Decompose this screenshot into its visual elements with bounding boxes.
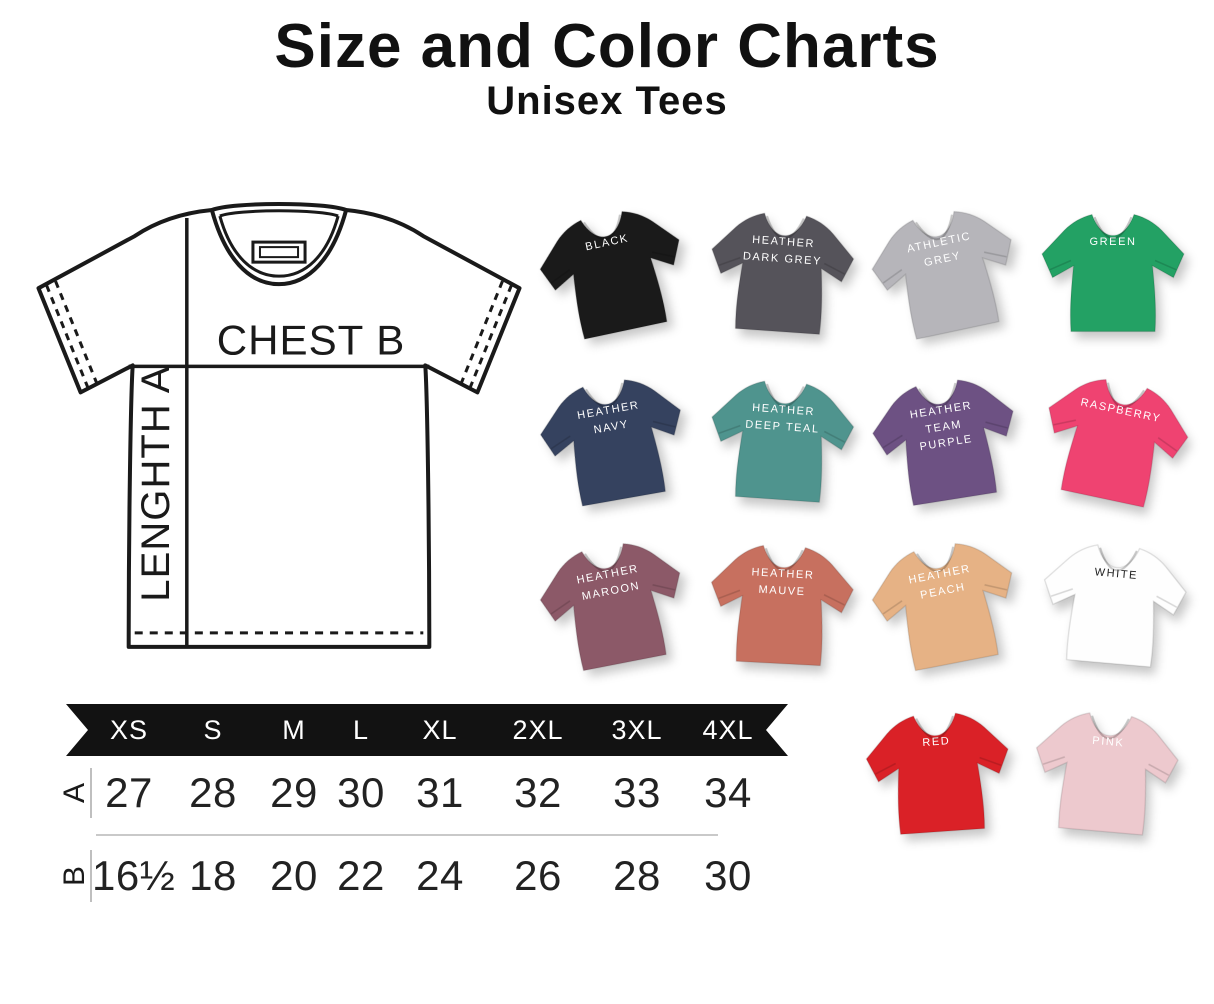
size-header: XL	[422, 714, 458, 745]
size-value: 24	[416, 852, 464, 899]
tshirt-icon	[1031, 368, 1198, 515]
shirt-color-grid: BLACK HEATHER DARK GREY ATHLETIC GREY GR…	[530, 192, 1204, 902]
shirt-swatch-raspberry: RASPBERRY	[1030, 360, 1198, 524]
row-label-b: B	[58, 846, 92, 906]
shirt-color-label: HEATHER DARK GREY	[742, 233, 823, 268]
size-header: S	[203, 714, 223, 745]
row-b-values: 16½ 18 20 22 24 26 28 30	[92, 846, 788, 906]
tshirt-icon	[530, 200, 697, 347]
row-label-text: A	[57, 782, 91, 804]
neck-tag-inner	[258, 246, 300, 259]
shirt-swatch-heather-dark-grey: HEATHER DARK GREY	[698, 192, 864, 360]
shirt-color-label: GREEN	[1089, 236, 1137, 248]
shirt-swatch-heather-peach: HEATHER PEACH	[863, 524, 1030, 692]
size-header: L	[352, 714, 370, 745]
size-value: 34	[704, 769, 752, 816]
table-row-b: B 16½ 18 20 22 24 26 28 30	[58, 846, 788, 906]
shirt-swatch-black: BLACK	[530, 192, 698, 360]
tshirt-icon	[1028, 707, 1183, 839]
tshirt-icon	[1036, 539, 1191, 671]
page-title: Size and Color Charts	[274, 12, 940, 81]
table-row-a: A 27 28 29 30 31 32 33 34	[58, 764, 788, 822]
row-label-a: A	[58, 764, 92, 822]
size-value: 26	[514, 852, 562, 899]
tshirt-icon	[862, 708, 1015, 838]
shirt-swatch-heather-navy: HEATHER NAVY	[532, 360, 698, 524]
chest-label: CHEST B	[217, 316, 406, 363]
size-header: M	[282, 714, 306, 745]
right-cuff-seam-2	[458, 280, 504, 386]
tshirt-icon	[863, 533, 1028, 678]
shirt-swatch-green: GREEN	[1030, 192, 1196, 360]
tshirt-measurement-diagram: CHEST B LENGHTH A	[36, 202, 522, 649]
shirt-color-label: HEATHER DEEP TEAL	[744, 401, 821, 436]
tshirt-icon	[705, 208, 858, 338]
row-divider	[96, 834, 718, 836]
size-header: 2XL	[512, 714, 564, 745]
size-header-row: XS S M L XL 2XL 3XL 4XL	[92, 704, 788, 756]
tshirt-icon	[532, 370, 695, 513]
size-value: 31	[416, 769, 464, 816]
size-value: 32	[514, 769, 562, 816]
tshirt-icon	[705, 376, 858, 506]
size-value: 20	[270, 852, 318, 899]
tshirt-icon	[862, 200, 1029, 347]
shirt-swatch-heather-deep-teal: HEATHER DEEP TEAL	[698, 360, 864, 524]
page-subtitle: Unisex Tees	[486, 79, 728, 124]
length-label: LENGHTH A	[134, 365, 178, 601]
size-value: 28	[189, 769, 237, 816]
size-value: 29	[270, 769, 318, 816]
title-block: Size and Color Charts Unisex Tees	[0, 14, 1214, 124]
size-header: 4XL	[702, 714, 754, 745]
size-value: 22	[337, 852, 385, 899]
shirt-swatch-heather-mauve: HEATHER MAUVE	[698, 524, 864, 692]
shirt-swatch-red: RED	[848, 692, 1030, 878]
size-header-banner: XS S M L XL 2XL 3XL 4XL	[66, 704, 788, 756]
tshirt-icon	[1041, 213, 1185, 333]
shirt-color-label: HEATHER MAUVE	[751, 566, 815, 598]
size-header: XS	[109, 714, 149, 745]
size-value: 30	[337, 769, 385, 816]
size-value: 30	[704, 852, 752, 899]
collar-inner-ring	[218, 215, 340, 278]
size-value: 16½	[92, 852, 176, 899]
shirt-swatch-athletic-grey: ATHLETIC GREY	[862, 192, 1030, 360]
tshirt-icon	[531, 533, 696, 678]
shirt-swatch-white: WHITE	[1030, 524, 1196, 692]
shirt-swatch-pink: PINK	[1014, 692, 1196, 878]
size-value: 28	[613, 852, 661, 899]
row-label-text: B	[57, 865, 91, 887]
right-cuff-seam	[467, 284, 513, 390]
row-a-values: 27 28 29 30 31 32 33 34	[92, 764, 788, 822]
tshirt-icon	[706, 541, 857, 669]
size-value: 27	[105, 769, 153, 816]
size-value: 33	[613, 769, 661, 816]
size-header: 3XL	[611, 714, 663, 745]
shirt-swatch-heather-team-purple: HEATHER TEAM PURPLE	[864, 360, 1030, 524]
collar-inner-top-line	[219, 209, 339, 218]
size-value: 18	[189, 852, 237, 899]
shirt-swatch-heather-maroon: HEATHER MAROON	[531, 524, 698, 692]
collar-back-line	[211, 202, 347, 212]
